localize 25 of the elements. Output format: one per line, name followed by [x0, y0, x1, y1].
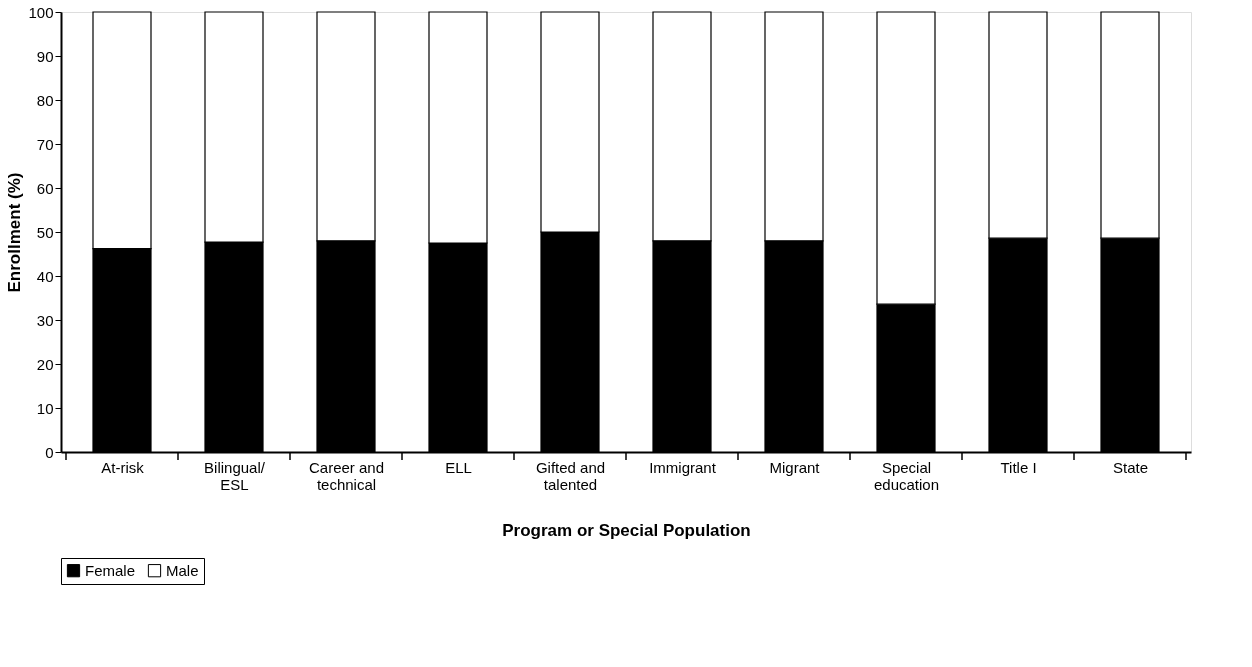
y-tick-label: 90 — [36, 47, 54, 65]
x-tick-label: At-risk — [101, 458, 145, 476]
x-tick-label: Migrant — [769, 458, 821, 476]
x-tick-label: Career and technical — [308, 458, 385, 493]
y-tick-label: 50 — [36, 223, 54, 241]
y-tick-label: 20 — [36, 355, 54, 373]
legend-label: Female — [85, 561, 136, 579]
x-tick-label: Gifted and talented — [535, 458, 606, 493]
y-tick-label: 10 — [36, 399, 54, 417]
x-tick-label: Immigrant — [649, 458, 717, 476]
y-tick-label: 60 — [36, 179, 54, 197]
x-axis-title: Program or Special Population — [502, 520, 751, 540]
legend-label: Male — [166, 561, 199, 579]
y-tick-label: 70 — [36, 135, 54, 153]
y-tick-label: 80 — [36, 91, 54, 109]
y-tick-label: 40 — [36, 267, 54, 285]
y-tick-label: 100 — [28, 3, 54, 21]
y-tick-label: 30 — [36, 311, 54, 329]
y-axis-title: Enrollment (%) — [5, 172, 25, 293]
x-tick-label: Title I — [1000, 458, 1037, 476]
x-tick-label: State — [1112, 458, 1149, 476]
x-tick-label: Special education — [873, 458, 940, 493]
x-tick-label: Bilingual/ ESL — [204, 458, 266, 493]
x-tick-label: ELL — [445, 458, 472, 476]
y-tick-label: 0 — [45, 443, 54, 461]
